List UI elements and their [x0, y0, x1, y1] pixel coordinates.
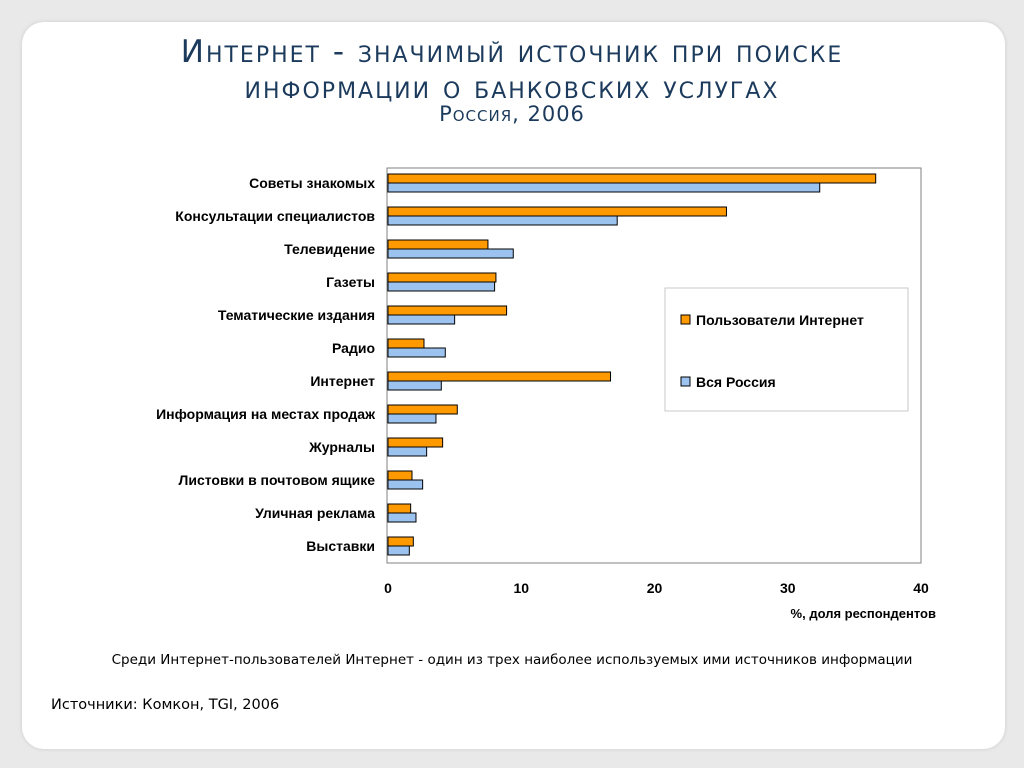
legend-swatch-all-russia — [680, 376, 691, 387]
bar-internet-users-1 — [387, 206, 727, 217]
footnote-text: Среди Интернет-пользователей Интернет - … — [111, 652, 913, 668]
legend: Пользователи Интернет Вся Россия — [664, 287, 909, 412]
slide-subtitle: Россия, 2006 — [439, 102, 585, 126]
bar-all-russia-3 — [387, 281, 496, 292]
category-labels: Советы знакомых Консультации специалистов… — [156, 175, 376, 554]
bar-all-russia-6 — [387, 380, 442, 391]
category-label: Телевидение — [284, 241, 375, 257]
bar-all-russia-0 — [387, 182, 821, 193]
x-axis-ticks: 0 10 20 30 40 — [384, 580, 929, 596]
category-label: Тематические издания — [218, 307, 375, 323]
x-tick-label: 0 — [384, 580, 392, 596]
category-label: Советы знакомых — [249, 175, 375, 191]
bar-all-russia-9 — [387, 479, 424, 490]
source-text: Источники: Комкон, TGI, 2006 — [51, 697, 280, 713]
x-tick-label: 10 — [513, 580, 529, 596]
bar-internet-users-6 — [387, 371, 612, 382]
legend-label-internet-users: Пользователи Интернет — [696, 312, 864, 328]
bar-all-russia-4 — [387, 314, 456, 325]
slide-title-line2: информации о банковских услугах — [244, 70, 780, 106]
bar-all-russia-5 — [387, 347, 446, 358]
bar-internet-users-3 — [387, 272, 497, 283]
category-label: Уличная реклама — [255, 505, 375, 521]
category-label: Интернет — [310, 373, 375, 389]
bar-all-russia-2 — [387, 248, 514, 259]
category-label: Консультации специалистов — [175, 208, 375, 224]
bar-all-russia-1 — [387, 215, 618, 226]
legend-label-all-russia: Вся Россия — [696, 374, 776, 390]
category-label: Газеты — [326, 274, 375, 290]
bar-internet-users-0 — [387, 173, 877, 184]
bar-all-russia-11 — [387, 545, 410, 556]
bar-all-russia-8 — [387, 446, 428, 457]
x-tick-label: 20 — [647, 580, 663, 596]
bar-internet-users-9 — [387, 470, 413, 481]
bar-internet-users-2 — [387, 239, 489, 250]
category-label: Информация на местах продаж — [156, 406, 376, 422]
bar-internet-users-11 — [387, 536, 414, 547]
x-axis-title: %, доля респондентов — [791, 606, 936, 621]
category-label: Журналы — [308, 439, 375, 455]
legend-box — [664, 287, 909, 412]
bar-internet-users-4 — [387, 305, 508, 316]
bar-all-russia-10 — [387, 512, 417, 523]
category-label: Листовки в почтовом ящике — [179, 472, 376, 488]
bar-internet-users-8 — [387, 437, 444, 448]
slide-title-line1: Интернет - значимый источник при поиске — [180, 34, 844, 70]
category-label: Выставки — [306, 538, 375, 554]
x-tick-label: 30 — [780, 580, 796, 596]
legend-swatch-internet-users — [680, 314, 691, 325]
x-tick-label: 40 — [913, 580, 929, 596]
bars-group — [387, 173, 877, 556]
bar-internet-users-7 — [387, 404, 458, 415]
bar-internet-users-5 — [387, 338, 425, 349]
bar-all-russia-7 — [387, 413, 437, 424]
bar-internet-users-10 — [387, 503, 412, 514]
category-label: Радио — [332, 340, 375, 356]
